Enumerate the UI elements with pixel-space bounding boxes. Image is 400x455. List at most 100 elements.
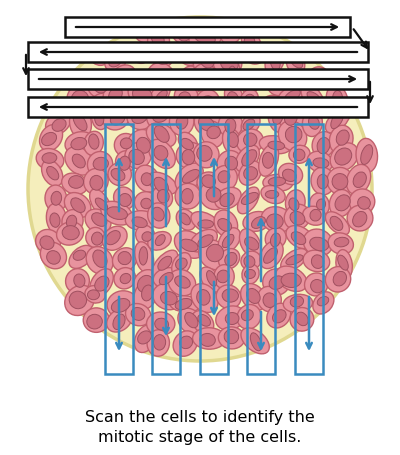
Ellipse shape [240,90,258,112]
Ellipse shape [102,227,127,251]
Ellipse shape [154,178,168,194]
Ellipse shape [200,268,222,293]
Ellipse shape [268,142,285,151]
Ellipse shape [178,308,203,335]
Ellipse shape [330,143,358,172]
Ellipse shape [152,187,173,209]
Ellipse shape [284,110,297,126]
Ellipse shape [140,26,153,39]
Ellipse shape [128,81,158,111]
Ellipse shape [92,105,109,130]
Ellipse shape [291,232,306,245]
Ellipse shape [65,147,94,176]
Ellipse shape [175,164,203,192]
Ellipse shape [272,310,286,323]
Ellipse shape [36,149,64,171]
Ellipse shape [199,240,229,270]
Ellipse shape [244,95,255,108]
Ellipse shape [284,91,300,103]
Ellipse shape [176,258,187,270]
Ellipse shape [218,249,240,269]
Ellipse shape [46,112,71,136]
Ellipse shape [107,291,138,318]
Ellipse shape [212,166,237,192]
Ellipse shape [62,210,83,233]
Ellipse shape [308,117,319,130]
Ellipse shape [261,186,285,204]
Ellipse shape [36,230,60,254]
Ellipse shape [42,161,63,187]
Ellipse shape [267,303,291,328]
Ellipse shape [111,169,125,182]
Ellipse shape [270,51,280,71]
Ellipse shape [216,306,245,330]
Ellipse shape [148,232,171,251]
Ellipse shape [71,198,85,213]
Ellipse shape [228,67,236,84]
Circle shape [28,18,372,361]
Ellipse shape [153,268,182,288]
Ellipse shape [152,47,174,68]
Ellipse shape [313,292,334,314]
Ellipse shape [265,101,276,111]
Ellipse shape [238,187,259,214]
Ellipse shape [272,75,288,90]
Ellipse shape [258,287,281,312]
Ellipse shape [189,27,222,51]
Ellipse shape [237,305,261,329]
Ellipse shape [132,217,147,228]
Ellipse shape [135,24,160,44]
Ellipse shape [273,111,283,125]
Ellipse shape [93,78,108,94]
Ellipse shape [157,53,171,65]
Ellipse shape [119,157,130,171]
Ellipse shape [141,199,152,209]
Ellipse shape [259,136,291,154]
Ellipse shape [132,77,144,90]
Ellipse shape [70,109,92,139]
Ellipse shape [120,139,132,150]
Ellipse shape [146,312,175,336]
Ellipse shape [264,248,278,264]
Ellipse shape [178,30,190,42]
Ellipse shape [282,170,296,182]
Ellipse shape [94,53,106,63]
Ellipse shape [262,153,274,169]
Ellipse shape [178,93,191,105]
Ellipse shape [110,66,136,92]
Ellipse shape [175,184,201,210]
Bar [247,125,275,374]
Ellipse shape [125,211,157,231]
Ellipse shape [198,220,214,229]
Ellipse shape [192,311,214,334]
Ellipse shape [218,113,242,137]
Ellipse shape [176,210,196,231]
Ellipse shape [225,313,239,325]
Ellipse shape [182,170,200,184]
Ellipse shape [42,133,56,147]
Ellipse shape [147,330,170,356]
Ellipse shape [174,86,198,111]
Ellipse shape [52,119,66,132]
Ellipse shape [303,207,326,226]
Ellipse shape [190,230,217,253]
Ellipse shape [241,193,258,205]
Ellipse shape [88,72,116,99]
Ellipse shape [193,328,226,349]
Ellipse shape [95,112,104,126]
Ellipse shape [180,240,198,252]
Ellipse shape [114,268,136,289]
Ellipse shape [134,280,158,310]
Ellipse shape [154,126,169,143]
Ellipse shape [148,30,170,53]
Ellipse shape [67,86,94,115]
Ellipse shape [217,271,229,283]
Ellipse shape [269,276,285,290]
Ellipse shape [101,202,132,226]
Ellipse shape [244,270,256,279]
Ellipse shape [180,336,192,349]
Ellipse shape [155,91,167,104]
Ellipse shape [237,130,263,154]
Ellipse shape [112,248,137,272]
Ellipse shape [198,315,210,327]
